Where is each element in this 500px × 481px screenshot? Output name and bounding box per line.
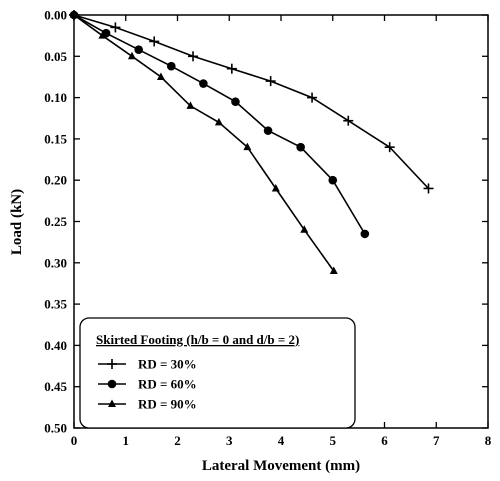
data-point-circle <box>263 126 273 135</box>
y-tick-label: 0.25 <box>44 214 67 229</box>
series-plus <box>69 10 434 194</box>
data-point-circle <box>231 97 240 107</box>
data-point-triangle <box>271 183 280 192</box>
axis-ticks <box>73 14 489 429</box>
x-tick-label: 6 <box>381 433 388 448</box>
y-tick-label: 0.50 <box>44 421 67 436</box>
x-tick-label: 0 <box>71 433 78 448</box>
series-layer <box>69 10 434 275</box>
y-tick-label: 0.45 <box>44 379 67 394</box>
data-point-circle <box>328 175 338 185</box>
legend-item: RD = 30% <box>98 357 197 372</box>
y-tick-label: 0.00 <box>44 8 67 23</box>
legend-box <box>79 317 356 429</box>
x-tick-label: 3 <box>226 433 233 448</box>
legend-item: RD = 90% <box>98 397 197 412</box>
series-line <box>73 14 335 272</box>
y-tick-labels: 0.00 0.05 0.10 0.15 0.20 0.25 0.30 0.35 0.40 0.45… <box>44 8 67 436</box>
legend-label: RD = 30% <box>138 357 197 372</box>
y-tick-label: 0.40 <box>44 338 67 353</box>
x-tick-label: 1 <box>123 433 130 448</box>
data-point-triangle <box>127 51 136 60</box>
y-tick-label: 0.05 <box>44 49 67 64</box>
series-triangle <box>70 10 338 275</box>
data-point-circle <box>134 45 143 54</box>
data-point-triangle <box>156 72 165 80</box>
data-point-plus <box>110 22 121 33</box>
data-point-triangle <box>70 10 78 18</box>
x-tick-label: 5 <box>330 433 337 448</box>
legend-marker-circle <box>107 379 117 389</box>
y-tick-label: 0.10 <box>44 90 67 105</box>
data-point-triangle <box>214 117 223 126</box>
legend-marker-plus <box>107 359 117 369</box>
data-point-circle <box>166 61 176 71</box>
data-point-triangle <box>98 31 107 39</box>
legend-marker-triangle <box>108 399 116 407</box>
data-point-plus <box>307 92 318 103</box>
legend-label: RD = 90% <box>138 397 197 412</box>
x-axis-title: Lateral Movement (mm) <box>202 458 360 474</box>
legend-items: RD = 30% RD = 60% RD = 90% <box>98 357 197 412</box>
data-point-triangle <box>243 142 252 151</box>
legend-label: RD = 60% <box>138 377 197 392</box>
data-point-plus <box>265 76 276 87</box>
data-point-circle <box>296 142 305 152</box>
data-point-plus <box>423 183 434 194</box>
y-axis-title: Load (kN) <box>9 189 25 255</box>
data-point-plus <box>343 115 354 126</box>
data-point-plus <box>149 36 160 47</box>
x-tick-label: 4 <box>278 433 285 448</box>
legend-item: RD = 60% <box>98 377 197 392</box>
data-point-triangle <box>300 225 309 233</box>
data-point-circle <box>360 229 370 239</box>
x-tick-labels: 0 1 2 3 4 5 6 7 8 <box>71 433 492 448</box>
data-point-plus <box>188 51 199 62</box>
data-point-triangle <box>329 266 338 275</box>
y-tick-label: 0.35 <box>44 297 67 312</box>
data-point-circle <box>199 79 208 88</box>
legend: Skirted Footing (h/b = 0 and d/b = 2) RD… <box>79 317 356 429</box>
legend-title: Skirted Footing (h/b = 0 and d/b = 2) <box>96 332 299 347</box>
y-tick-label: 0.20 <box>44 173 67 188</box>
x-tick-label: 2 <box>174 433 181 448</box>
data-point-triangle <box>186 101 195 109</box>
x-tick-label: 8 <box>485 433 492 448</box>
series-line <box>73 14 366 235</box>
data-point-plus <box>226 63 237 74</box>
data-point-plus <box>384 142 395 153</box>
series-circle <box>69 10 370 239</box>
series-line <box>73 14 430 190</box>
y-tick-label: 0.15 <box>44 131 67 146</box>
y-tick-label: 0.30 <box>44 255 67 270</box>
x-tick-label: 7 <box>433 433 440 448</box>
